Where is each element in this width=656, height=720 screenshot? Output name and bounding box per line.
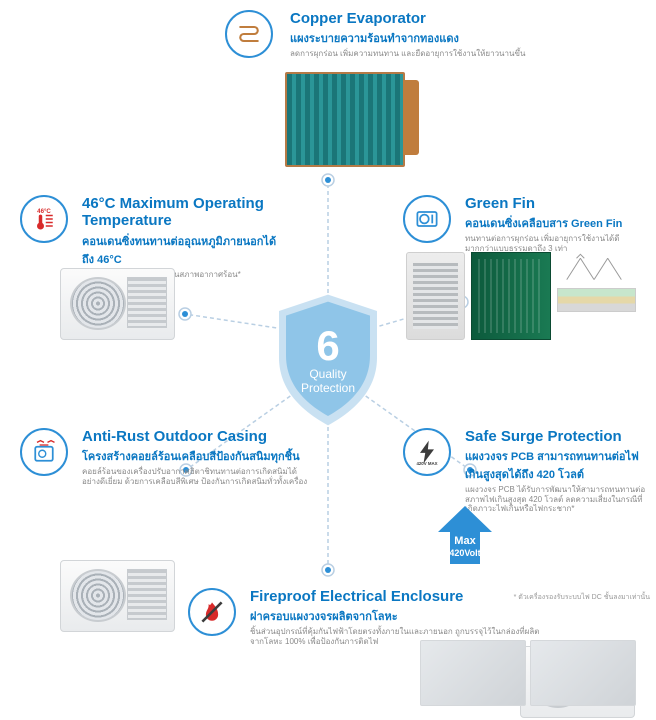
maxtemp-title: 46°C Maximum Operating Temperature bbox=[82, 195, 282, 230]
greenfin-image bbox=[406, 252, 636, 344]
greenfin-desc: ทนทานต่อการผุกร่อน เพิ่มอายุการใช้งานได้… bbox=[465, 234, 645, 253]
feature-maxtemp: 46°C 46°C Maximum Operating Temperature … bbox=[82, 195, 282, 279]
fireproof-sub: ฝาครอบแผงวงจรผลิตจากโลหะ bbox=[250, 607, 550, 625]
surge-title: Safe Surge Protection bbox=[465, 428, 650, 445]
max-volt-arrow: Max 420Volt bbox=[430, 502, 500, 572]
fireproof-image bbox=[420, 640, 636, 706]
lightning-icon: 420V MAX bbox=[403, 428, 451, 476]
max-line1: Max bbox=[454, 535, 476, 547]
copper-coil-icon bbox=[225, 10, 273, 58]
fireproof-title: Fireproof Electrical Enclosure bbox=[250, 588, 550, 605]
antirust-sub: โครงสร้างคอยล์ร้อนเคลือบสีป้องกันสนิมทุก… bbox=[82, 447, 312, 465]
shield-line2: Protection bbox=[301, 381, 355, 395]
svg-text:420V MAX: 420V MAX bbox=[416, 461, 437, 466]
surge-sub: แผงวงจร PCB สามารถทนทานต่อไฟเกินสูงสุดได… bbox=[465, 447, 650, 483]
copper-title: Copper Evaporator bbox=[290, 10, 570, 27]
feature-antirust: Anti-Rust Outdoor Casing โครงสร้างคอยล์ร… bbox=[82, 428, 312, 486]
maxtemp-sub: คอนเดนซิ่งทนทานต่ออุณหภูมิภายนอกได้ถึง 4… bbox=[82, 232, 282, 268]
center-shield: 6 Quality Protection bbox=[268, 290, 388, 430]
copper-evaporator-image bbox=[285, 72, 405, 167]
copper-sub: แผงระบายความร้อนทำจากทองแดง bbox=[290, 29, 570, 47]
copper-desc: ลดการผุกร่อน เพิ่มความทนทาน และยืดอายุกา… bbox=[290, 49, 570, 59]
feature-copper: Copper Evaporator แผงระบายความร้อนทำจากท… bbox=[290, 10, 570, 59]
antirust-title: Anti-Rust Outdoor Casing bbox=[82, 428, 312, 445]
max-line2: 420Volt bbox=[449, 548, 480, 558]
shield-line1: Quality bbox=[309, 367, 346, 381]
coil-unit-icon bbox=[403, 195, 451, 243]
thermometer-icon: 46°C bbox=[20, 195, 68, 243]
greenfin-title: Green Fin bbox=[465, 195, 645, 212]
antirust-image bbox=[60, 560, 175, 632]
feature-fireproof: Fireproof Electrical Enclosure ฝาครอบแผง… bbox=[250, 588, 550, 646]
svg-text:46°C: 46°C bbox=[37, 208, 51, 215]
maxtemp-image bbox=[60, 268, 175, 340]
shield-number: 6 bbox=[316, 325, 339, 367]
antirust-desc: คอยล์ร้อนของเครื่องปรับอากาศฮิตาชิทนทานต… bbox=[82, 467, 312, 486]
greenfin-sub: คอนเดนซิ่งเคลือบสาร Green Fin bbox=[465, 214, 645, 232]
no-fire-icon bbox=[188, 588, 236, 636]
shield-check-icon bbox=[20, 428, 68, 476]
feature-greenfin: Green Fin คอนเดนซิ่งเคลือบสาร Green Fin … bbox=[465, 195, 645, 253]
